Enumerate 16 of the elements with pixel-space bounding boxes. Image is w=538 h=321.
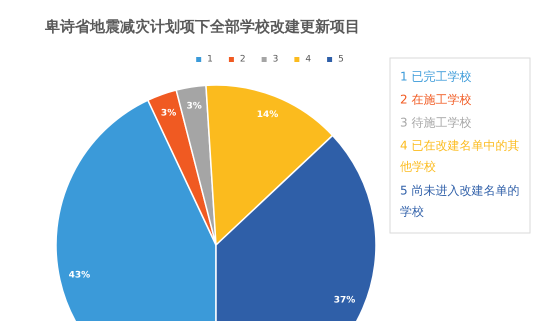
chart-title: 卑诗省地震减灾计划项下全部学校改建更新项目	[44, 18, 360, 36]
legend-label: 2	[240, 54, 246, 64]
data-label: 3%	[160, 108, 176, 118]
text: 2 在施工学校	[400, 92, 472, 106]
data-label: 43%	[68, 270, 90, 281]
legend-label: 1	[207, 54, 213, 64]
legend-label: 3	[272, 54, 278, 64]
legend-label: 4	[305, 54, 312, 64]
data-label: 3%	[186, 102, 202, 112]
legend-label: 5	[338, 54, 344, 64]
data-label: 37%	[334, 296, 356, 306]
text: 1 已完工学校	[400, 70, 472, 84]
text: 5 尚未进入改建名单的学校	[400, 184, 520, 218]
text: 4 已在改建名单中的其他学校	[400, 138, 520, 174]
text: 3 待施工学校	[400, 116, 472, 130]
data-label: 14%	[256, 110, 278, 120]
